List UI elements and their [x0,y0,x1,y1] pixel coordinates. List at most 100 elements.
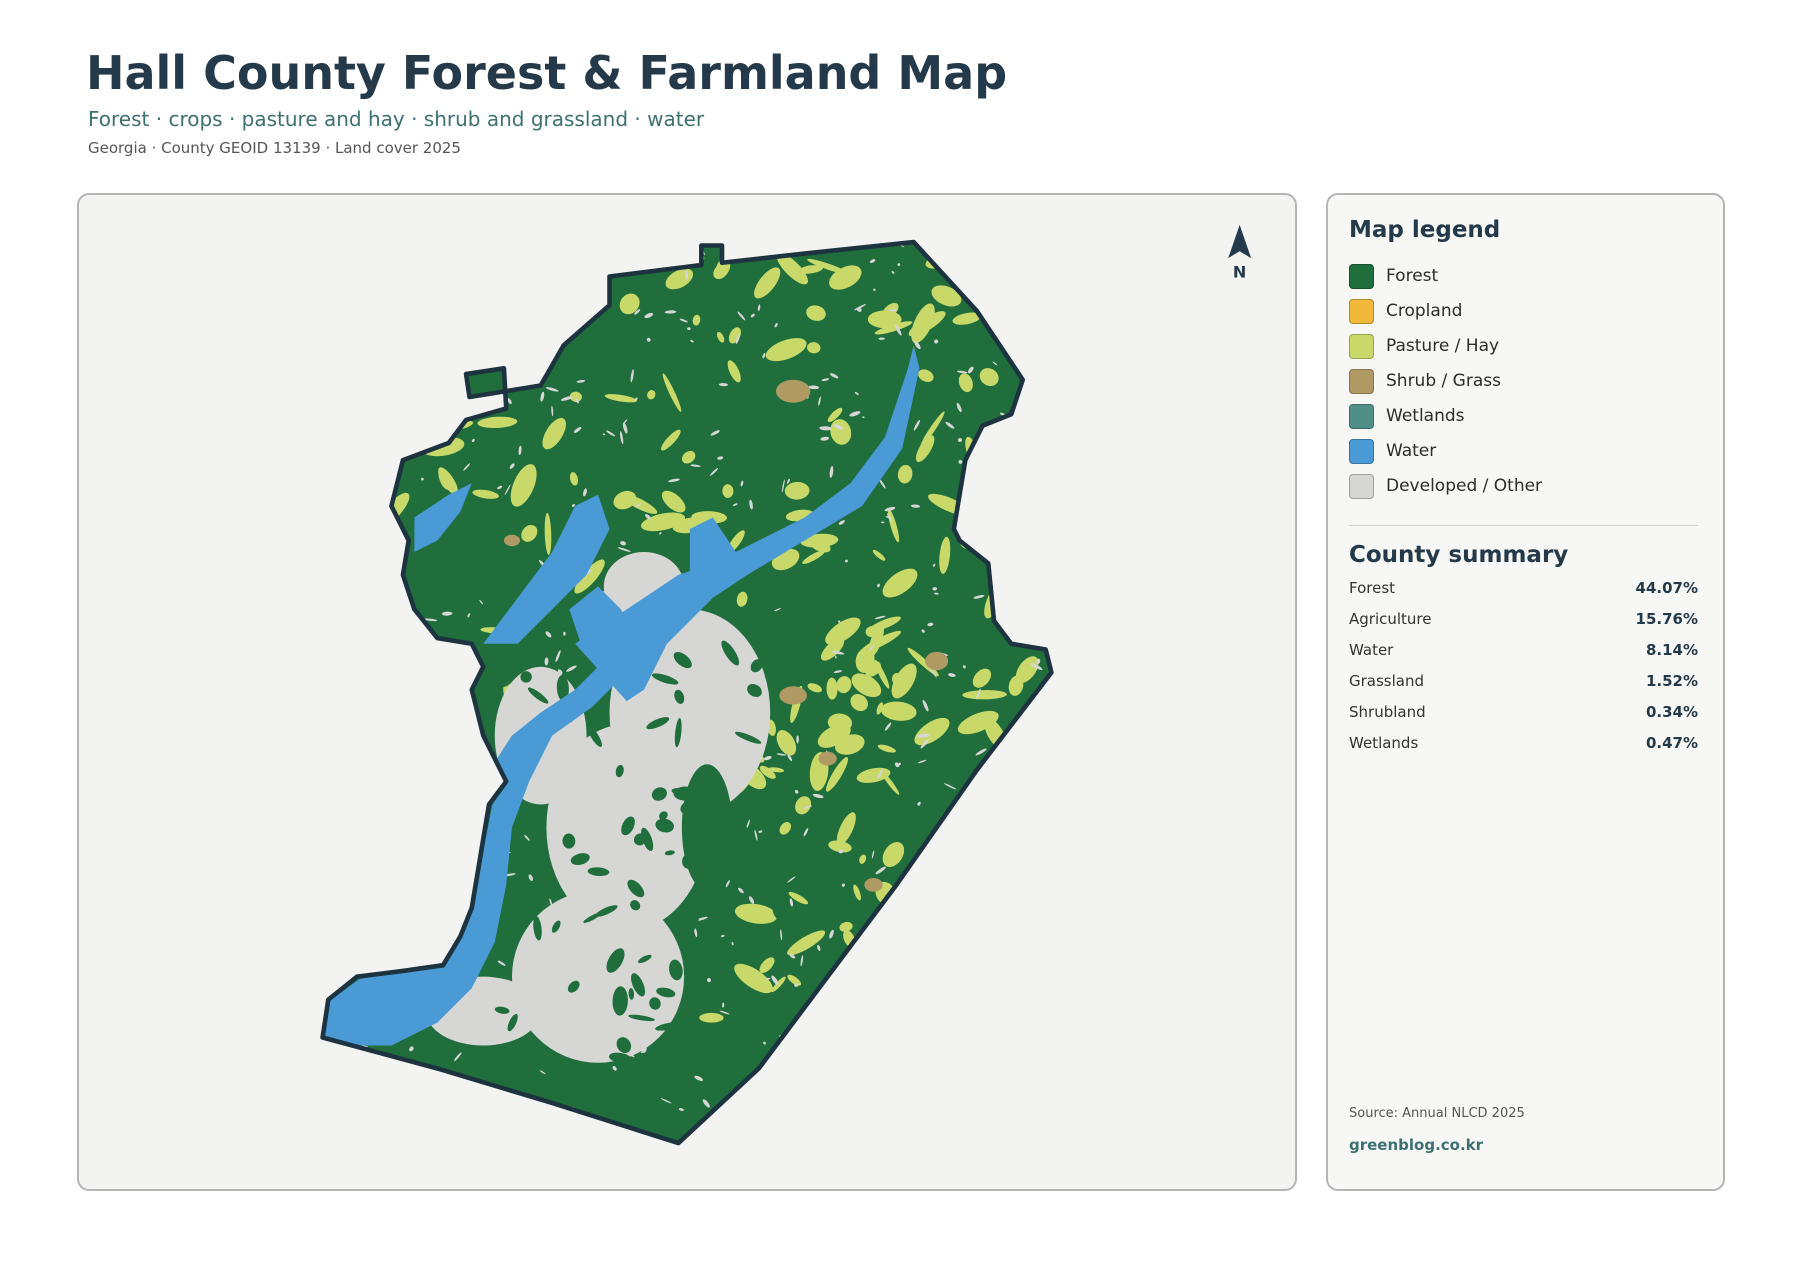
cover-patch [420,477,424,481]
legend-swatch [1349,368,1374,394]
cover-patch [820,436,830,441]
cover-patch [915,435,935,463]
cover-patch [922,699,929,712]
cover-patch [1017,859,1022,866]
cover-patch [641,827,654,852]
cover-patch [604,394,638,403]
cover-patch [545,631,552,638]
cover-patch [829,465,834,478]
cover-patch [637,248,641,252]
cover-patch [361,293,369,302]
cover-patch [646,717,670,730]
cover-patch [739,1020,762,1030]
cover-patch [854,391,859,396]
cover-patch [568,813,575,827]
cover-patch [454,1052,462,1062]
cover-patch [736,591,748,607]
cover-patch [831,987,873,1007]
summary-row: Water 8.14% [1349,641,1698,659]
cover-patch [821,378,830,382]
cover-patch [610,724,616,730]
cover-patch [722,1002,725,1008]
legend-label: Wetlands [1386,406,1465,426]
cover-patch [457,400,488,412]
cover-patch [908,311,946,337]
cover-patch [393,665,409,693]
cover-patch [649,997,661,1010]
cover-patch [342,788,350,796]
cover-patch [409,1046,414,1052]
cover-patch [758,830,763,833]
cover-patch [543,705,549,709]
cover-patch [852,968,857,975]
cover-patch [802,550,826,564]
cover-patch [854,304,867,311]
summary-value: 0.47% [1645,734,1698,752]
cover-patch [838,1127,851,1131]
cover-patch [887,508,900,543]
cover-patch [800,955,804,967]
cover-patch [998,865,1013,879]
cover-patch [601,834,606,844]
cover-patch [355,745,364,752]
cover-patch [438,468,451,490]
cover-patch [612,986,628,1016]
cover-patch [1001,282,1013,286]
cover-patch [587,867,610,877]
cover-patch [827,713,853,732]
cover-patch [838,520,845,525]
cover-patch [748,896,755,904]
cover-patch [716,708,720,714]
cover-patch [380,771,384,782]
legend-title: Map legend [1349,217,1501,243]
cover-patch [564,812,568,816]
cover-patch [571,503,575,507]
cover-patch [919,879,923,885]
cover-patch [564,760,571,765]
cover-patch [348,406,355,411]
cover-patch [698,745,702,754]
legend-item: Wetlands [1349,403,1465,429]
cover-patch [690,339,694,343]
county-outline [320,239,1054,1146]
cover-patch [628,856,631,862]
cover-patch [561,256,581,293]
cover-patch [867,310,902,329]
cover-patch [533,916,542,941]
cover-patch [808,385,820,390]
cover-patch [784,481,810,500]
cover-patch [826,677,838,700]
side-panel: Map legend Forest Cropland Pasture / Hay Sh… [1326,193,1725,1191]
cover-patch [560,396,573,401]
cover-patch [806,305,826,321]
cover-patch [939,536,951,574]
cover-patch [818,396,821,406]
cover-patch [735,333,741,345]
cover-patch [939,944,953,948]
cover-patch [699,1012,724,1023]
legend-label: Shrub / Grass [1386,371,1501,391]
north-arrow [1228,224,1252,259]
cover-patch [781,479,785,493]
cover-patch [937,913,959,931]
cover-patch [877,744,896,753]
cover-patch [749,499,753,510]
cover-patch [973,594,985,599]
cover-patch [550,295,563,308]
cover-patch [366,794,372,799]
cover-patch [881,917,885,921]
legend-label: Pasture / Hay [1386,336,1500,356]
cover-patch [1036,606,1052,622]
cover-patch [587,725,602,747]
cover-patch [913,906,918,911]
cover-patch [1020,488,1025,492]
cover-patch [1036,658,1041,665]
cover-patch [820,637,845,661]
cover-patch [606,430,616,437]
cover-patch [444,791,449,803]
cover-patch [466,655,477,666]
cover-patch [738,1043,754,1054]
cover-patch [536,1005,546,1012]
cover-patch [916,1064,922,1067]
